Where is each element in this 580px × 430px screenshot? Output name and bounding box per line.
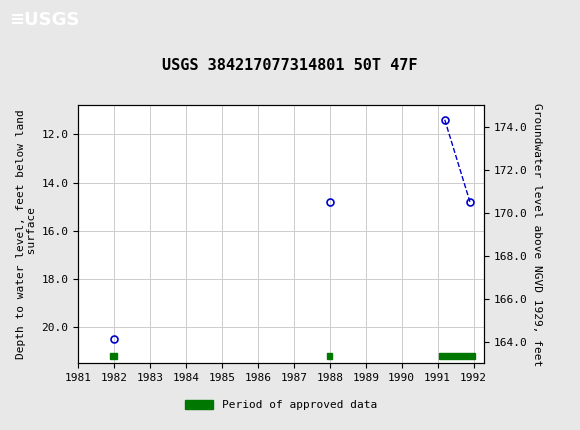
Text: USGS 384217077314801 50T 47F: USGS 384217077314801 50T 47F bbox=[162, 58, 418, 73]
Bar bbox=[110, 353, 117, 359]
Bar bbox=[327, 353, 332, 359]
Text: ≡USGS: ≡USGS bbox=[9, 12, 79, 29]
Legend: Period of approved data: Period of approved data bbox=[181, 395, 382, 415]
Y-axis label: Depth to water level, feet below land
 surface: Depth to water level, feet below land su… bbox=[16, 110, 38, 359]
Y-axis label: Groundwater level above NGVD 1929, feet: Groundwater level above NGVD 1929, feet bbox=[532, 103, 542, 366]
Bar bbox=[440, 353, 476, 359]
